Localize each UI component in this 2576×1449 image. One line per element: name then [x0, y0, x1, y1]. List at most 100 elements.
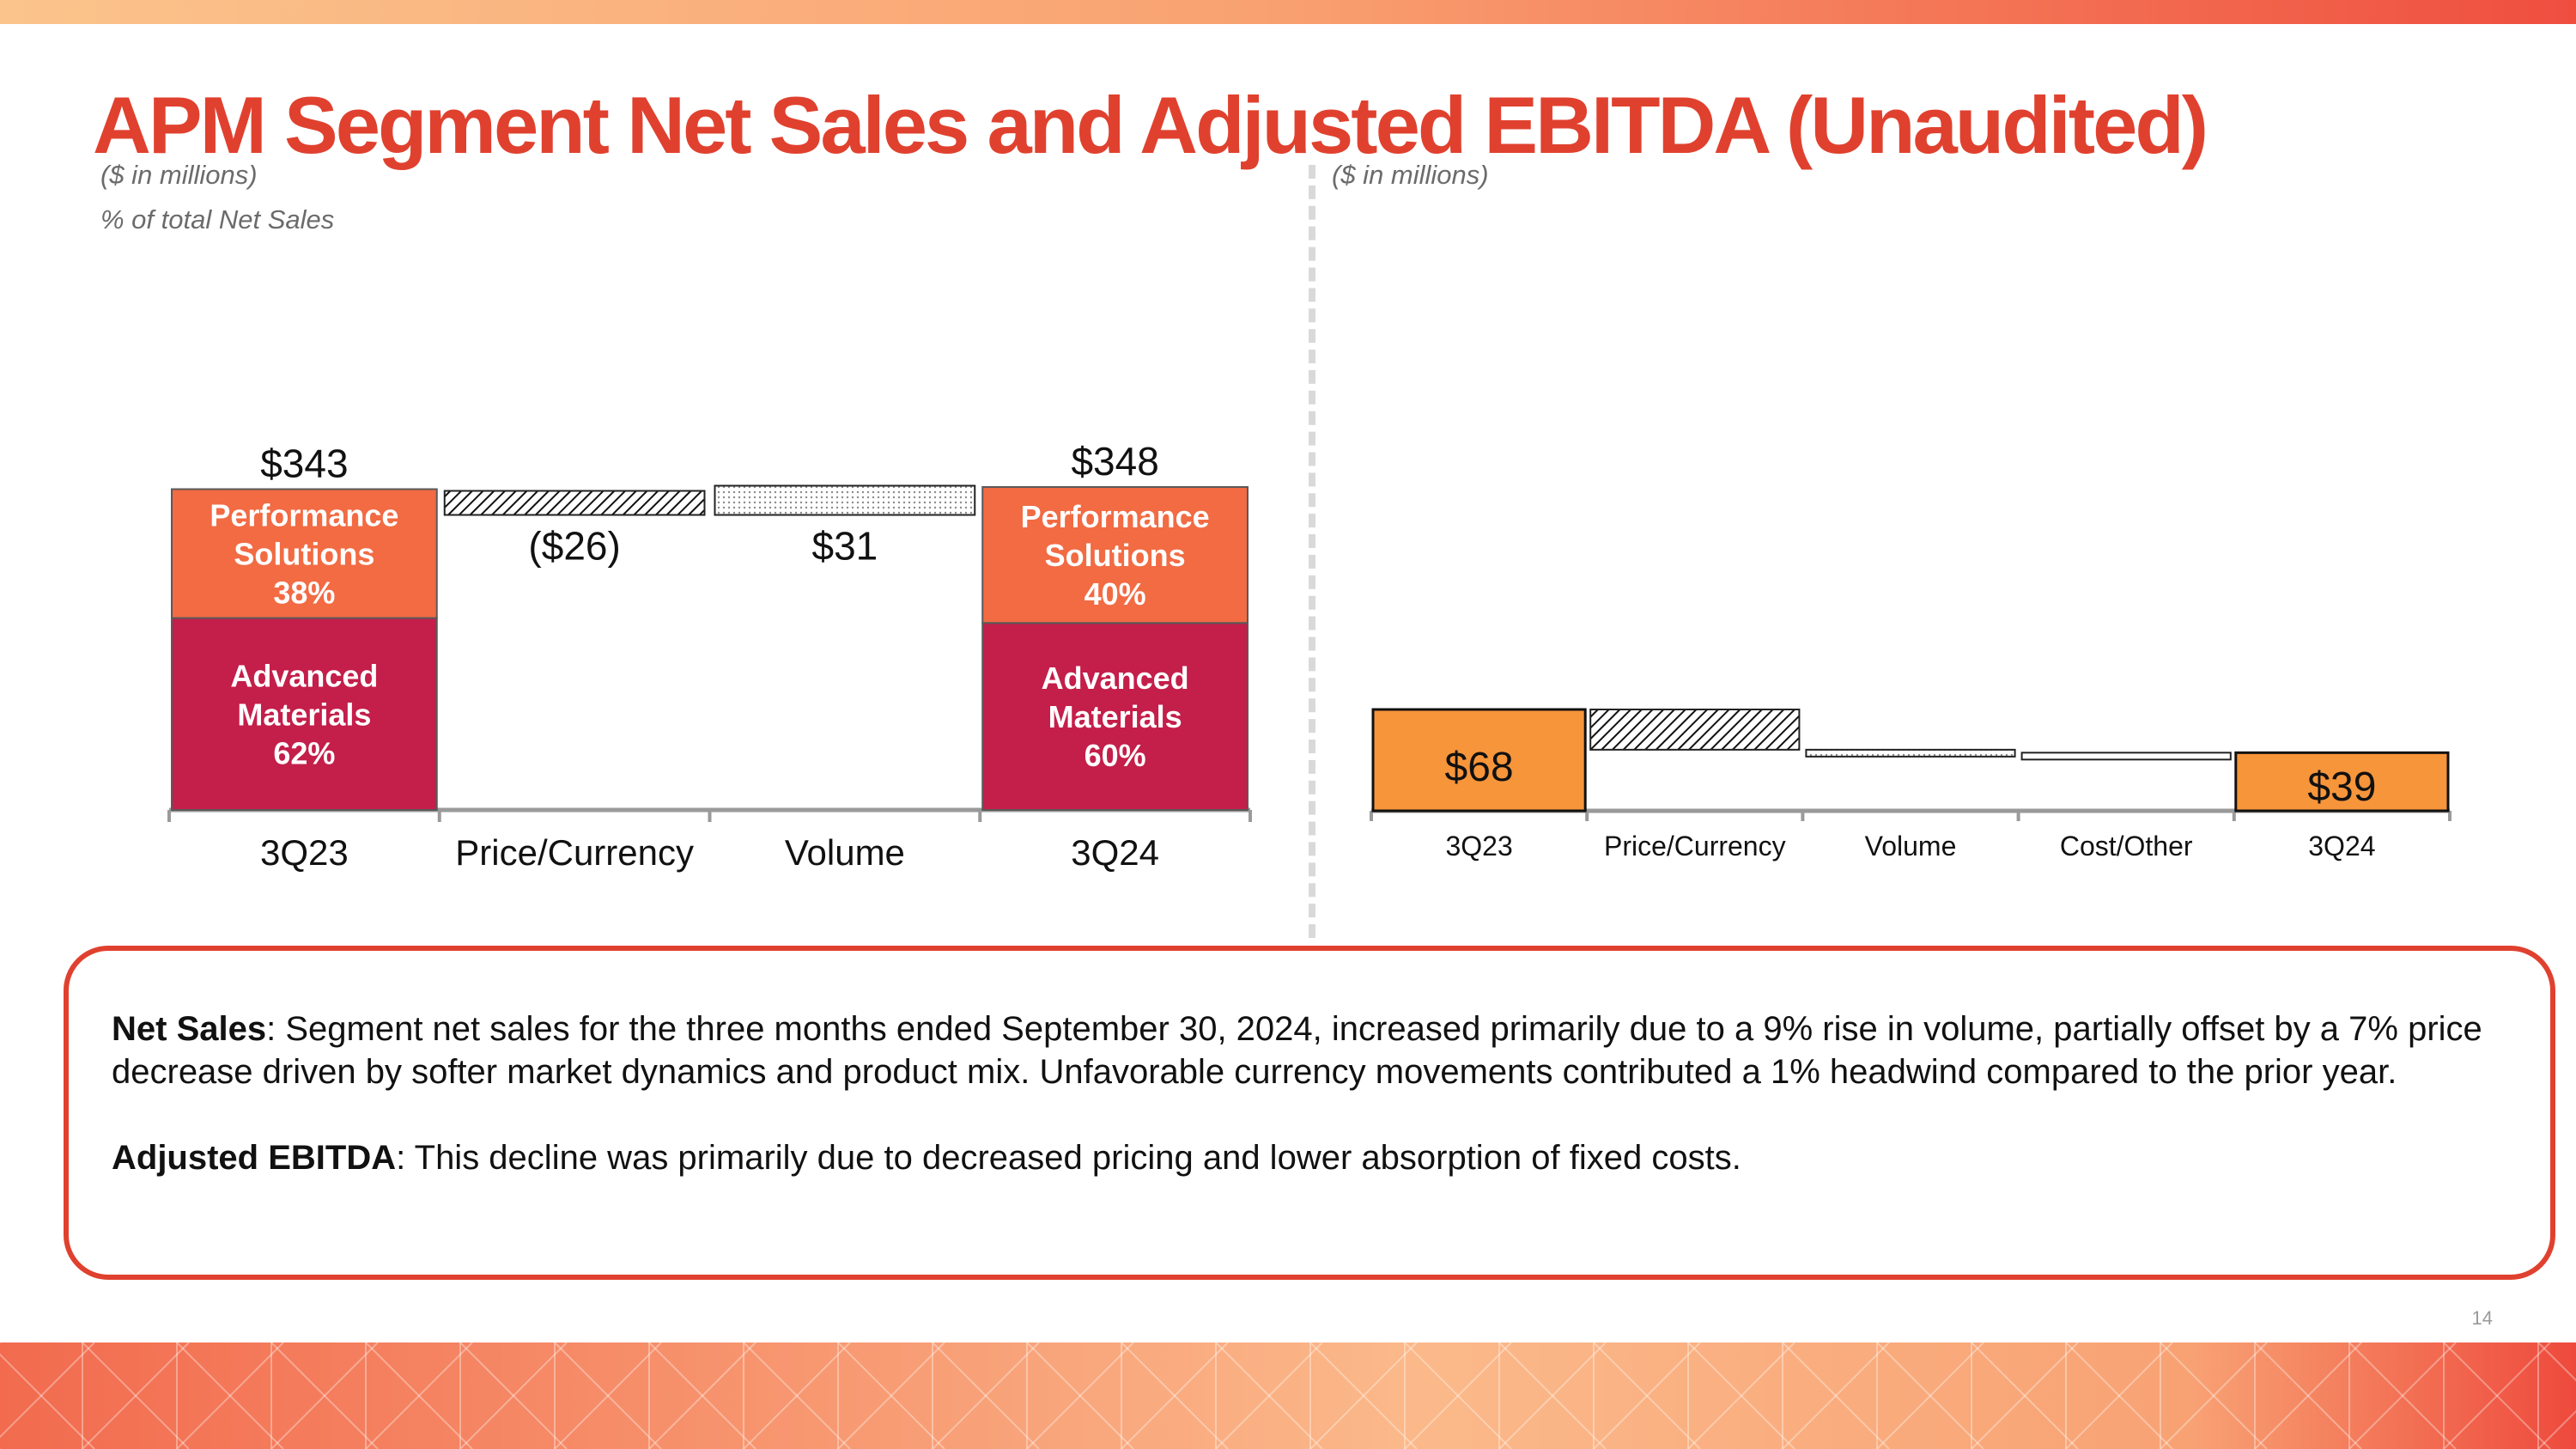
footer-line	[554, 1342, 662, 1449]
ebitda-change-bar-cost-other	[2020, 752, 2232, 761]
footer-line	[176, 1342, 284, 1449]
slide-title: APM Segment Net Sales and Adjusted EBITD…	[93, 80, 2208, 170]
bar-3q24-advanced-materials	[981, 622, 1249, 812]
net-sales-tick-label-volume: Volume	[785, 832, 905, 873]
footer-line	[1687, 1342, 1795, 1449]
footer-line	[2254, 1342, 2362, 1449]
footer-line	[1593, 1342, 1701, 1449]
bar-3q23-performance-solutions	[171, 488, 438, 619]
ebitda-waterfall-chart: 3Q23 Price/Currency Volume Cost/Other 3Q24 $6…	[1370, 708, 2451, 861]
net-sales-tick-label-3q24: 3Q24	[1071, 832, 1159, 873]
footer-line	[2537, 1342, 2576, 1382]
ebitda-label-3q23: $68	[1445, 745, 1514, 790]
net-sales-waterfall-chart: 3Q23 Price/Currency Volume 3Q24 Performance S…	[167, 439, 1252, 873]
footer-line	[1593, 1342, 1701, 1449]
segment-label-3q24-advanced-materials-1: Advanced	[1042, 661, 1189, 696]
change-label-price-currency: ($26)	[528, 524, 620, 569]
footer-line	[1026, 1342, 1134, 1449]
footer-line	[1404, 1342, 1512, 1449]
footer-line	[0, 1342, 95, 1439]
left-share-note: % of total Net Sales	[100, 204, 335, 234]
segment-label-3q24-performance-solutions-3: 40%	[1084, 576, 1146, 612]
footer-line	[1215, 1342, 1323, 1449]
segment-label-3q24-advanced-materials-2: Materials	[1048, 699, 1182, 734]
footer-line	[2160, 1342, 2268, 1449]
footer-line	[270, 1342, 379, 1449]
ebitda-tick-label-3q24: 3Q24	[2308, 831, 2375, 861]
segment-label-3q23-performance-solutions-3: 38%	[273, 575, 335, 611]
footer-line	[932, 1342, 1040, 1449]
ebitda-tick-label-price-currency: Price/Currency	[1604, 831, 1786, 861]
footer-line	[743, 1342, 851, 1449]
segment-label-3q24-advanced-materials-3: 60%	[1084, 738, 1146, 773]
segment-label-3q23-performance-solutions-1: Performance	[210, 498, 398, 533]
segment-label-3q24-performance-solutions-1: Performance	[1021, 499, 1210, 534]
net-sales-tick-label-price-currency: Price/Currency	[455, 832, 694, 873]
footer-line	[2348, 1342, 2457, 1449]
segment-label-3q23-advanced-materials-1: Advanced	[230, 658, 378, 693]
segment-label-3q24-performance-solutions-2: Solutions	[1045, 538, 1186, 573]
ebitda-bar-3q23	[1371, 708, 1587, 813]
bar-3q24-performance-solutions	[981, 486, 1249, 624]
footer-line	[2065, 1342, 2173, 1449]
footer-line	[1498, 1342, 1607, 1449]
ebitda-label-3q24: $39	[2307, 764, 2376, 810]
footer-line	[1498, 1342, 1607, 1449]
change-bar-price-currency	[443, 490, 706, 516]
right-units-note: ($ in millions)	[1332, 160, 1489, 190]
footer-line	[554, 1342, 662, 1449]
footer-line	[837, 1342, 945, 1449]
left-units-note: ($ in millions)	[100, 160, 258, 190]
footer-line	[1404, 1342, 1512, 1449]
footer-line	[1782, 1342, 1890, 1449]
segment-label-3q23-advanced-materials-2: Materials	[237, 697, 371, 732]
footer-line	[2443, 1342, 2551, 1449]
footer-line	[932, 1342, 1040, 1449]
footer-line	[1026, 1342, 1134, 1449]
footer-line	[270, 1342, 379, 1449]
total-label-3q24: $348	[1071, 439, 1158, 484]
ebitda-bar-3q24	[2234, 751, 2450, 813]
footer-line	[1309, 1342, 1418, 1449]
footer-pattern	[0, 1342, 2576, 1449]
footer-line	[743, 1342, 851, 1449]
footer-line	[365, 1342, 473, 1449]
segment-label-3q23-performance-solutions-2: Solutions	[234, 537, 374, 572]
net-sales-text: : Segment net sales for the three months…	[112, 1010, 2482, 1091]
footer-line	[1215, 1342, 1323, 1449]
ebitda-tick-label-cost-other: Cost/Other	[2060, 831, 2193, 861]
footer-line	[1121, 1342, 1229, 1449]
footer-line	[1876, 1342, 1984, 1449]
commentary-box: Net Sales: Segment net sales for the thr…	[64, 946, 2555, 1280]
ebitda-paragraph: Adjusted EBITDA: This decline was primar…	[112, 1136, 2512, 1179]
ebitda-label: Adjusted EBITDA	[112, 1139, 397, 1177]
footer-line	[2065, 1342, 2173, 1449]
footer-line	[2160, 1342, 2268, 1449]
footer-line	[2254, 1342, 2362, 1449]
footer-line	[82, 1342, 190, 1449]
page-number: 14	[2471, 1307, 2493, 1329]
net-sales-tick-label-3q23: 3Q23	[260, 832, 349, 873]
footer-line	[1687, 1342, 1795, 1449]
segment-label-3q23-advanced-materials-3: 62%	[273, 735, 335, 770]
ebitda-change-bar-volume	[1805, 748, 2016, 758]
footer-line	[1782, 1342, 1890, 1449]
footer-line	[1971, 1342, 2079, 1449]
footer-line	[1309, 1342, 1418, 1449]
footer-line	[2348, 1342, 2457, 1449]
ebitda-tick-label-3q23: 3Q23	[1445, 831, 1512, 861]
footer-line	[459, 1342, 568, 1449]
total-label-3q23: $343	[260, 441, 348, 486]
footer-line	[1971, 1342, 2079, 1449]
ebitda-change-bar-price-currency	[1589, 709, 1801, 751]
panel-divider	[1309, 165, 1315, 938]
footer-line	[2537, 1409, 2576, 1449]
change-label-volume: $31	[812, 524, 878, 569]
top-gradient-bar	[0, 0, 2576, 24]
net-sales-paragraph: Net Sales: Segment net sales for the thr…	[112, 1008, 2512, 1093]
footer-line	[648, 1342, 756, 1449]
footer-line	[82, 1342, 190, 1449]
bar-3q23-advanced-materials	[171, 617, 438, 812]
footer-line	[1121, 1342, 1229, 1449]
footer-line	[459, 1342, 568, 1449]
